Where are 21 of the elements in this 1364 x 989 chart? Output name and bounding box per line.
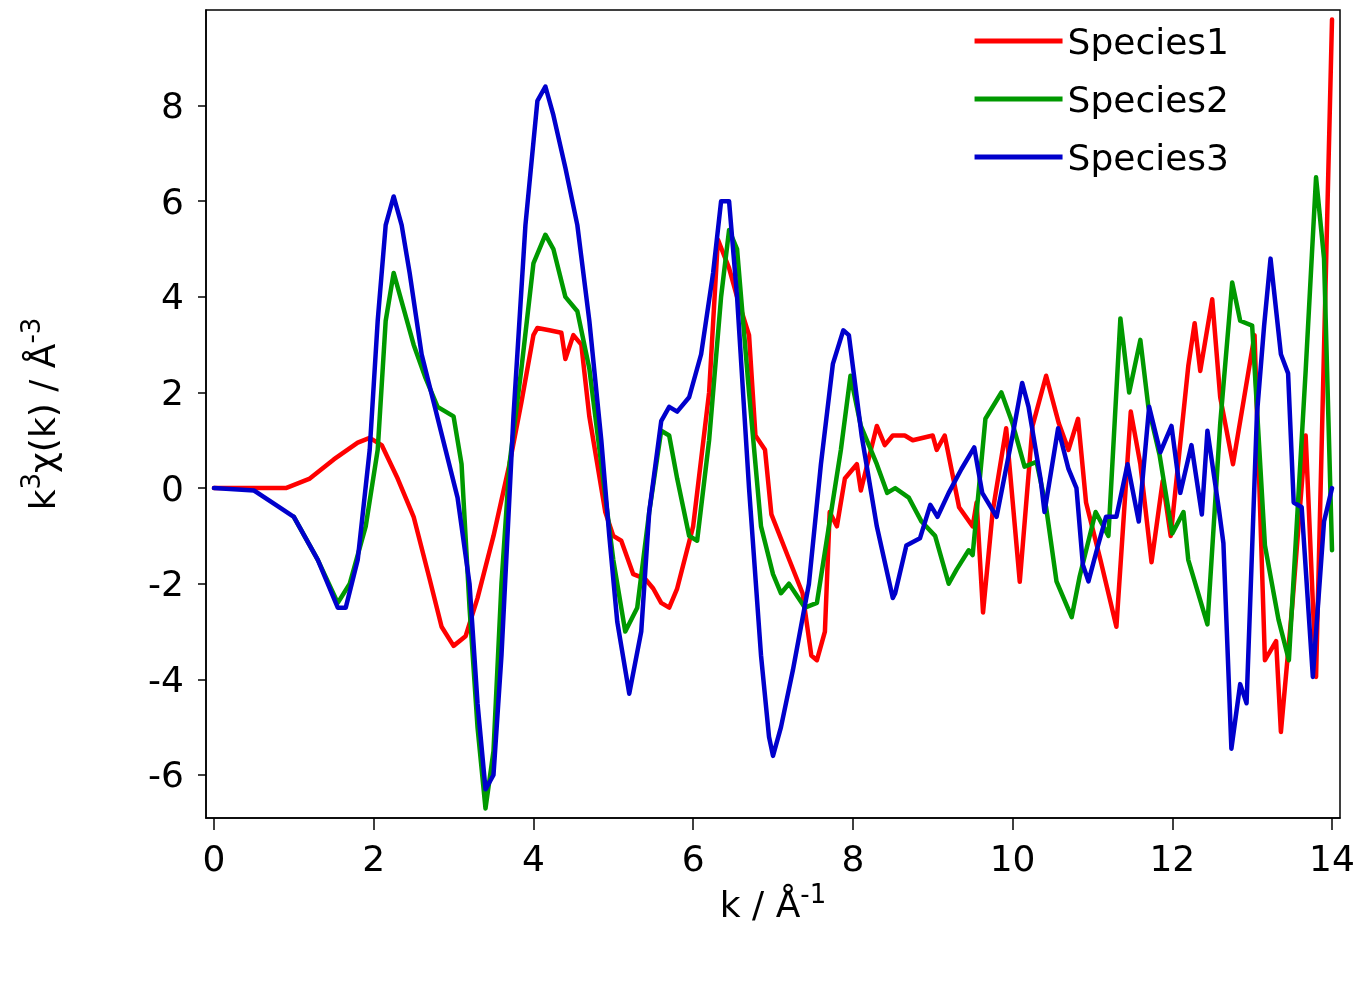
x-tick-label: 12: [1149, 837, 1196, 879]
legend-label: Species1: [1067, 20, 1230, 62]
legend-label: Species2: [1067, 78, 1230, 120]
y-tick-label: -2: [148, 563, 184, 605]
x-tick-label: 8: [841, 837, 865, 879]
y-tick-label: 4: [161, 276, 184, 318]
x-tick-label: 10: [989, 837, 1036, 879]
x-tick-label: 6: [681, 837, 705, 879]
line-series: [211, 84, 1335, 792]
x-tick-label: 4: [521, 837, 545, 879]
y-tick-label: 6: [161, 180, 184, 222]
x-tick-label: 2: [362, 837, 386, 879]
legend-label: Species3: [1067, 136, 1230, 178]
y-axis-title: k3χ(k) / Å-3: [16, 317, 63, 511]
y-tick-label: -4: [148, 658, 184, 700]
y-tick-label: 8: [161, 85, 184, 127]
x-tick-label: 0: [202, 837, 226, 879]
y-tick-label: 2: [161, 371, 184, 413]
x-tick-label: 14: [1309, 837, 1355, 879]
y-tick-label: 0: [161, 467, 184, 509]
y-tick-label: -6: [148, 754, 184, 796]
